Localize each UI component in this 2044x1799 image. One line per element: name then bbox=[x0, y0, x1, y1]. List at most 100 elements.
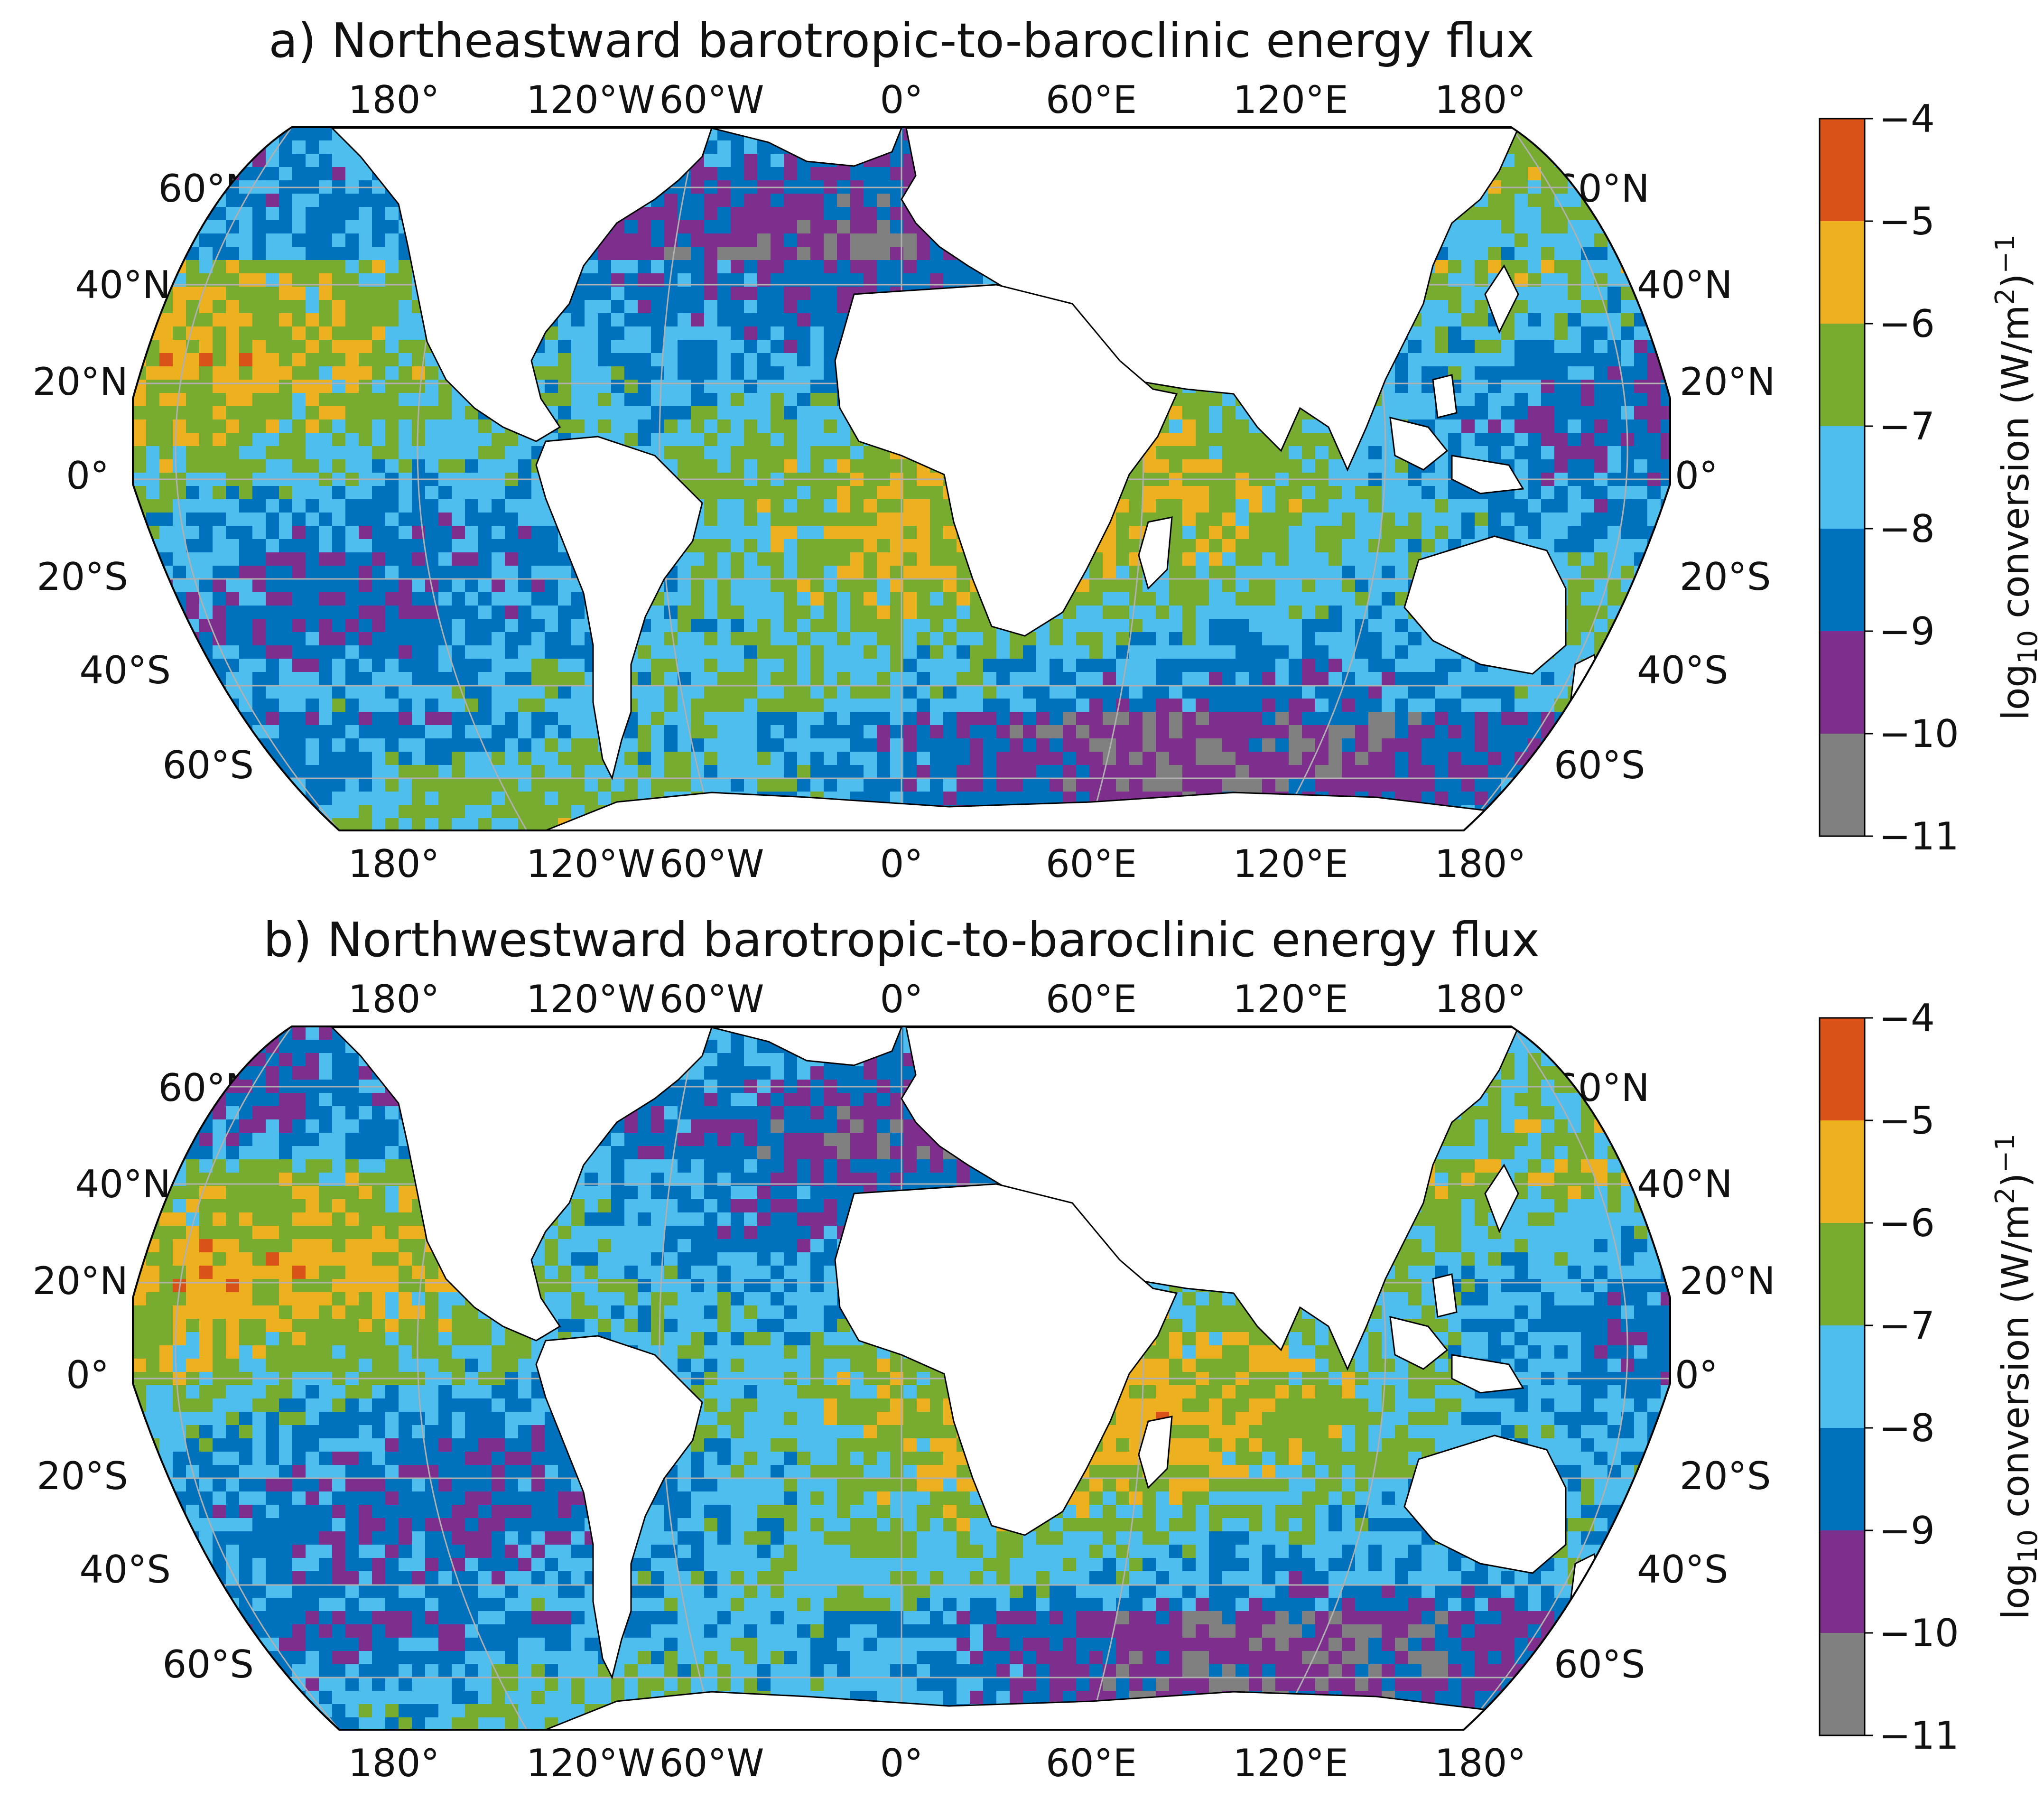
map-body bbox=[133, 127, 1670, 830]
lon-label: 60°E bbox=[1046, 977, 1137, 1021]
lon-label: 60°W bbox=[660, 1741, 764, 1785]
colorbar-frame bbox=[1819, 1017, 1866, 1736]
land-masses bbox=[330, 1026, 1605, 1730]
lat-label: 20°N bbox=[32, 360, 128, 404]
lon-label: 60°W bbox=[660, 977, 764, 1021]
map-outline bbox=[132, 1025, 1671, 1731]
colorbar-tick-label: −9 bbox=[1879, 609, 1935, 653]
lat-label: 0° bbox=[66, 454, 109, 498]
lon-label: 60°W bbox=[660, 842, 764, 886]
colorbar-tick-label: −4 bbox=[1879, 97, 1935, 141]
colorbar-bin bbox=[1820, 734, 1865, 836]
colorbar: −4 −5 −6 −7 −8 −9 −10 −11 log10 conversion (W/m2… bbox=[1819, 996, 2044, 1758]
lat-labels-right: 60°N40°N20°N0°20°S40°S60°S bbox=[1554, 1066, 1775, 1687]
lon-label: 120°E bbox=[1233, 78, 1348, 122]
panel-b: b) Northwestward barotropic-to-baroclini… bbox=[0, 899, 2044, 1799]
lat-labels-left: 60°N40°N20°N0°20°S40°S60°S bbox=[32, 167, 254, 787]
lat-label: 40°S bbox=[79, 1547, 171, 1592]
lon-label: 180° bbox=[348, 1741, 440, 1785]
lon-label: 120°E bbox=[1233, 977, 1348, 1021]
lat-label: 60°S bbox=[1554, 743, 1645, 787]
lon-label: 120°W bbox=[526, 1741, 655, 1785]
lon-label: 0° bbox=[880, 842, 923, 886]
colorbar-tick-label: −11 bbox=[1879, 814, 1959, 858]
lat-label: 20°S bbox=[37, 1454, 128, 1498]
colorbar-bin bbox=[1820, 529, 1865, 631]
colorbar-tick-label: −6 bbox=[1879, 1201, 1935, 1245]
lon-label: 60°E bbox=[1046, 78, 1137, 122]
colorbar-bin bbox=[1820, 1633, 1865, 1735]
lat-label: 40°S bbox=[1637, 648, 1728, 692]
lat-label: 40°N bbox=[1637, 263, 1733, 307]
colorbar-bin bbox=[1820, 1530, 1865, 1633]
lon-label: 0° bbox=[880, 78, 923, 122]
colorbar: −4 −5 −6 −7 −8 −9 −10 −11 log10 conversion (W/m2… bbox=[1819, 97, 2044, 858]
lon-label: 120°E bbox=[1233, 1741, 1348, 1785]
colorbar-tick-label: −8 bbox=[1879, 507, 1935, 551]
lon-label: 120°W bbox=[526, 842, 655, 886]
colorbar-title: log10 conversion (W/m2)−1 bbox=[1990, 1134, 2044, 1620]
colorbar-bin bbox=[1820, 1223, 1865, 1325]
lat-label: 40°S bbox=[79, 648, 171, 692]
lon-label: 0° bbox=[880, 1741, 923, 1785]
lon-label: 60°W bbox=[660, 78, 764, 122]
colorbar-tick-label: −8 bbox=[1879, 1406, 1935, 1450]
colorbar-tick-label: −7 bbox=[1879, 1304, 1935, 1348]
lon-label: 120°W bbox=[526, 78, 655, 122]
lon-label: 120°W bbox=[526, 977, 655, 1021]
lat-label: 60°S bbox=[1554, 1642, 1645, 1687]
colorbar-tick-label: −11 bbox=[1879, 1714, 1959, 1758]
lon-label: 180° bbox=[1435, 78, 1526, 122]
colorbar-bin bbox=[1820, 1018, 1865, 1120]
colorbar-tick-label: −10 bbox=[1879, 712, 1959, 756]
map-svg-a: a) Northeastward barotropic-to-baroclini… bbox=[32, 13, 2044, 886]
lon-labels-bottom: 180° 120°W 60°W 0° 60°E 120°E 180° bbox=[348, 842, 1526, 886]
lat-labels-left: 60°N40°N20°N0°20°S40°S60°S bbox=[32, 1066, 254, 1687]
colorbar-bin bbox=[1820, 1325, 1865, 1428]
colorbar-tick-label: −5 bbox=[1879, 1099, 1935, 1143]
lat-label: 20°S bbox=[1680, 555, 1771, 599]
colorbar-tick-label: −10 bbox=[1879, 1611, 1959, 1655]
lat-label: 20°S bbox=[1680, 1454, 1771, 1498]
lat-label: 0° bbox=[1675, 454, 1718, 498]
lon-labels-top: 180° 120°W 60°W 0° 60°E 120°E 180° bbox=[348, 78, 1526, 122]
lon-labels-top: 180° 120°W 60°W 0° 60°E 120°E 180° bbox=[348, 977, 1526, 1021]
lon-label: 180° bbox=[1435, 1741, 1526, 1785]
lat-label: 60°S bbox=[162, 1642, 254, 1687]
map-body bbox=[133, 1026, 1670, 1730]
lat-label: 20°N bbox=[32, 1259, 128, 1303]
map-outline bbox=[132, 126, 1671, 831]
colorbar-tick-label: −7 bbox=[1879, 404, 1935, 448]
panel-a: a) Northeastward barotropic-to-baroclini… bbox=[0, 0, 2044, 899]
lat-label: 20°S bbox=[37, 555, 128, 599]
lat-label: 40°N bbox=[1637, 1162, 1733, 1206]
lat-label: 0° bbox=[66, 1353, 109, 1397]
colorbar-tick-label: −9 bbox=[1879, 1509, 1935, 1553]
lon-label: 60°E bbox=[1046, 842, 1137, 886]
lon-labels-bottom: 180° 120°W 60°W 0° 60°E 120°E 180° bbox=[348, 1741, 1526, 1785]
colorbar-bin bbox=[1820, 324, 1865, 426]
lon-label: 60°E bbox=[1046, 1741, 1137, 1785]
colorbar-bin bbox=[1820, 1428, 1865, 1530]
lat-label: 40°N bbox=[75, 263, 171, 307]
lat-label: 60°S bbox=[162, 743, 254, 787]
lat-label: 40°S bbox=[1637, 1547, 1728, 1592]
colorbar-frame bbox=[1819, 118, 1866, 837]
lon-label: 180° bbox=[1435, 842, 1526, 886]
colorbar-bin bbox=[1820, 631, 1865, 734]
lat-label: 40°N bbox=[75, 1162, 171, 1206]
lat-label: 20°N bbox=[1680, 360, 1775, 404]
colorbar-bin bbox=[1820, 426, 1865, 529]
colorbar-tick-label: −4 bbox=[1879, 996, 1935, 1040]
colorbar-tick-label: −5 bbox=[1879, 199, 1935, 243]
land-masses bbox=[330, 127, 1605, 830]
colorbar-tick-label: −6 bbox=[1879, 302, 1935, 346]
colorbar-title: log10 conversion (W/m2)−1 bbox=[1990, 234, 2044, 720]
lon-label: 180° bbox=[1435, 977, 1526, 1021]
colorbar-bin bbox=[1820, 1120, 1865, 1223]
lat-label: 20°N bbox=[1680, 1259, 1775, 1303]
lat-label: 0° bbox=[1675, 1353, 1718, 1397]
lon-label: 180° bbox=[348, 842, 440, 886]
lon-label: 180° bbox=[348, 78, 440, 122]
map-svg-b: b) Northwestward barotropic-to-baroclini… bbox=[32, 912, 2044, 1785]
